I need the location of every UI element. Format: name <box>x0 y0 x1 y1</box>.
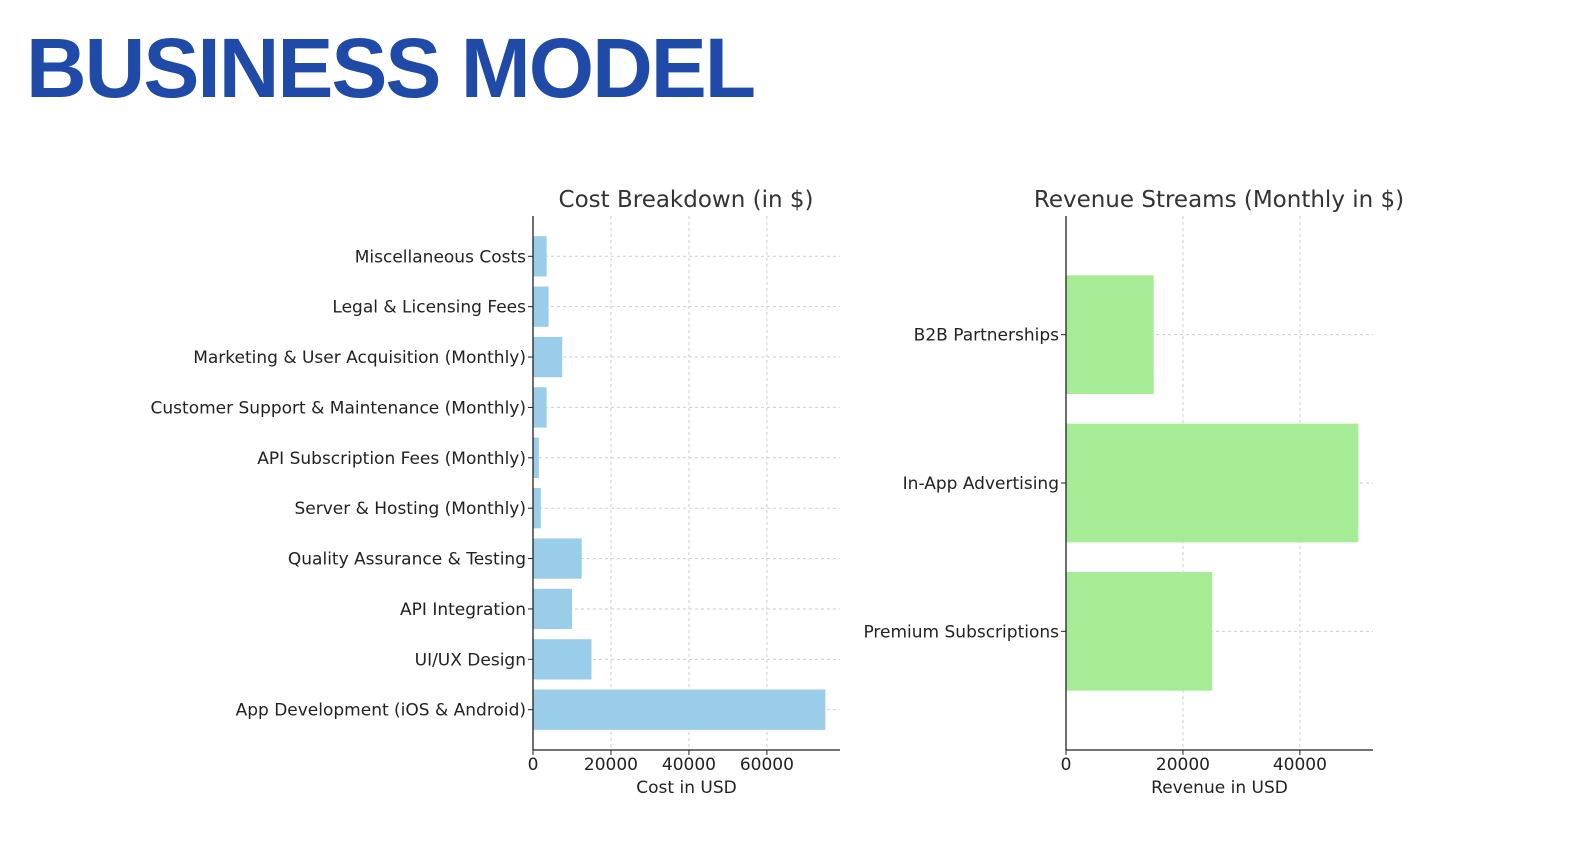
revenue-category-label: B2B Partnerships <box>914 326 1059 346</box>
cost-chart-title: Cost Breakdown (in $) <box>559 187 814 213</box>
cost-category-label: Legal & Licensing Fees <box>332 298 526 318</box>
revenue-streams-chart: Premium Subscriptions In-App Advertising B… <box>863 187 1404 798</box>
revenue-x-axis-label: Revenue in USD <box>1151 778 1288 798</box>
revenue-x-tick-label: 40000 <box>1273 755 1327 775</box>
cost-category-label: Customer Support & Maintenance (Monthly) <box>151 398 526 418</box>
cost-bar <box>533 538 582 579</box>
page-title: BUSINESS MODEL <box>26 21 756 115</box>
cost-bar <box>533 387 547 428</box>
cost-bars <box>533 236 826 730</box>
revenue-chart-title: Revenue Streams (Monthly in $) <box>1034 187 1404 213</box>
cost-category-label: App Development (iOS & Android) <box>236 701 526 721</box>
cost-bar <box>533 689 826 730</box>
cost-category-label: Server & Hosting (Monthly) <box>294 499 526 519</box>
cost-x-tick-label: 40000 <box>662 755 716 775</box>
cost-x-axis-label: Cost in USD <box>636 778 736 798</box>
cost-x-tick-label: 0 <box>528 755 539 775</box>
revenue-bars <box>1066 275 1359 691</box>
cost-bar <box>533 437 539 478</box>
cost-category-label: Quality Assurance & Testing <box>288 550 526 570</box>
cost-bar <box>533 286 549 327</box>
cost-breakdown-chart: App Development (iOS & Android) UI/UX Des… <box>151 187 840 798</box>
cost-bar <box>533 488 541 529</box>
cost-category-label: Marketing & User Acquisition (Monthly) <box>193 348 526 368</box>
cost-category-label: Miscellaneous Costs <box>355 247 526 267</box>
revenue-bar <box>1066 423 1359 543</box>
cost-bar <box>533 639 592 680</box>
cost-bar <box>533 236 547 277</box>
revenue-bar <box>1066 275 1154 394</box>
cost-bar <box>533 588 572 630</box>
revenue-category-label: In-App Advertising <box>903 474 1059 494</box>
revenue-x-tick-label: 0 <box>1061 755 1072 775</box>
cost-category-label: API Subscription Fees (Monthly) <box>257 449 526 469</box>
cost-x-tick-label: 60000 <box>740 755 794 775</box>
revenue-bar <box>1066 572 1213 691</box>
cost-bar <box>533 336 563 378</box>
revenue-x-tick-label: 20000 <box>1156 755 1210 775</box>
cost-x-tick-label: 20000 <box>584 755 638 775</box>
cost-category-label: UI/UX Design <box>415 650 526 670</box>
revenue-category-label: Premium Subscriptions <box>863 622 1059 642</box>
cost-category-label: API Integration <box>400 600 526 620</box>
